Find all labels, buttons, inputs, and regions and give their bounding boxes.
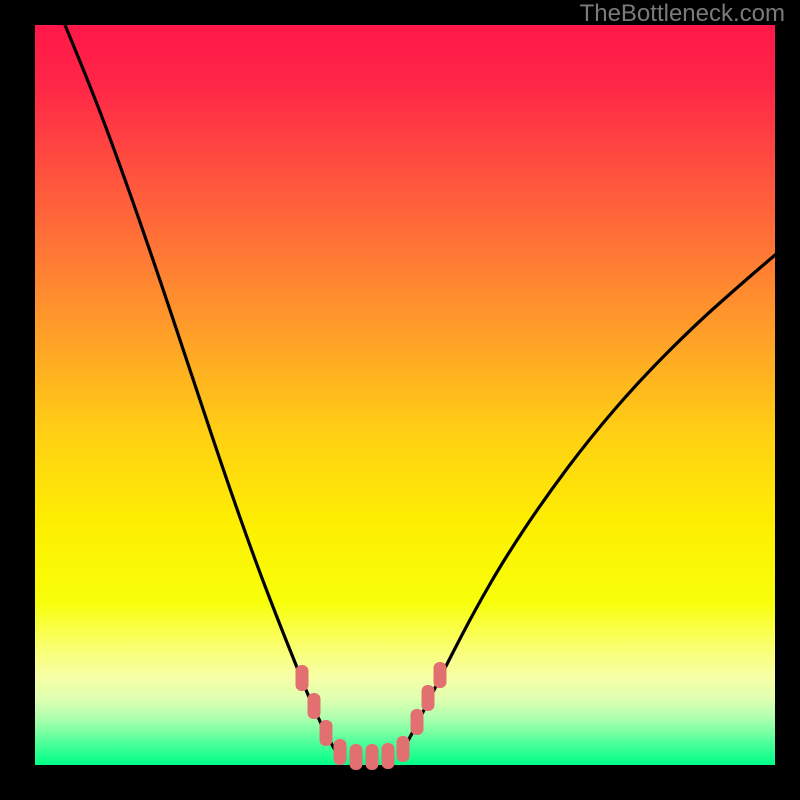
plot-area [35,25,775,765]
chart-container: TheBottleneck.com [0,0,800,800]
watermark-text: TheBottleneck.com [580,0,785,28]
